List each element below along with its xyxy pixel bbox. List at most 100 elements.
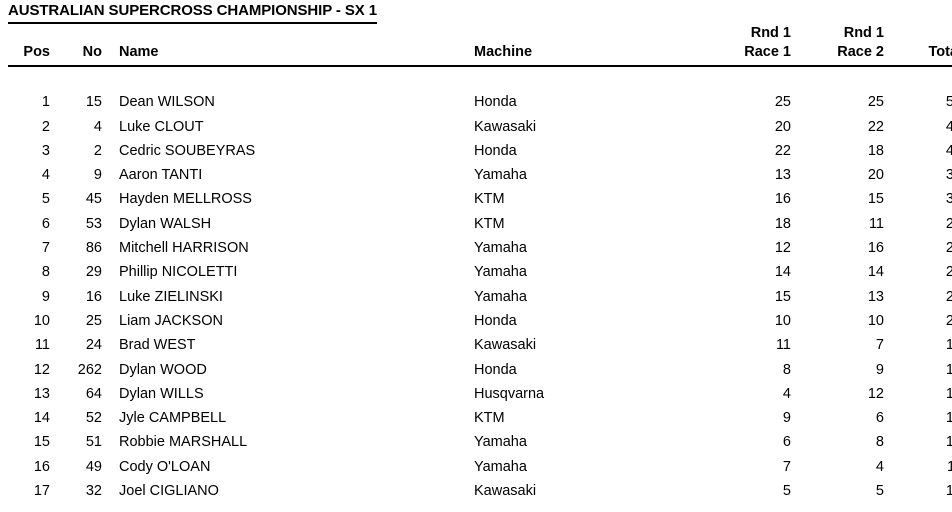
cell-race1-points: 4 bbox=[782, 385, 791, 402]
table-row: 11 24 Brad WEST Kawasaki 11 7 18 bbox=[8, 333, 952, 357]
cell-machine: Honda bbox=[474, 94, 517, 111]
cell-race1-points: 18 bbox=[774, 215, 791, 232]
cell-rider-name: Phillip NICOLETTI bbox=[119, 264, 238, 281]
cell-race2-points: 14 bbox=[867, 264, 884, 281]
column-header-race2: Rnd 1 Race 2 bbox=[791, 24, 884, 67]
cell-no: 262 bbox=[77, 361, 102, 378]
cell-rider-name: Dean WILSON bbox=[119, 94, 215, 111]
cell-pos: 10 bbox=[33, 312, 50, 329]
cell-race2-points: 9 bbox=[875, 361, 884, 378]
table-row: 10 25 Liam JACKSON Honda 10 10 20 bbox=[8, 309, 952, 333]
cell-race1-points: 10 bbox=[774, 312, 791, 329]
cell-race1-points: 7 bbox=[782, 458, 791, 475]
standings-table: Pos No Name Machine Rnd 1 Race 1 Rnd 1 R… bbox=[8, 24, 952, 503]
cell-race2-points: 12 bbox=[867, 385, 884, 402]
cell-no: 86 bbox=[85, 240, 102, 257]
cell-race2-points: 8 bbox=[875, 434, 884, 451]
table-header: Pos No Name Machine Rnd 1 Race 1 Rnd 1 R… bbox=[8, 24, 952, 67]
cell-race1-points: 25 bbox=[774, 94, 791, 111]
cell-no: 53 bbox=[85, 215, 102, 232]
cell-total-points: 10 bbox=[945, 483, 952, 500]
cell-total-points: 15 bbox=[945, 410, 952, 427]
cell-race2-points: 20 bbox=[867, 167, 884, 184]
cell-machine: Yamaha bbox=[474, 167, 527, 184]
cell-pos: 13 bbox=[33, 385, 50, 402]
column-header-pos: Pos bbox=[8, 24, 50, 67]
cell-pos: 9 bbox=[41, 288, 50, 305]
cell-no: 2 bbox=[93, 142, 102, 159]
cell-machine: Yamaha bbox=[474, 458, 527, 475]
cell-total-points: 28 bbox=[945, 264, 952, 281]
table-row: 16 49 Cody O'LOAN Yamaha 7 4 11 bbox=[8, 455, 952, 479]
cell-no: 29 bbox=[85, 264, 102, 281]
cell-no: 24 bbox=[85, 337, 102, 354]
cell-race2-points: 18 bbox=[867, 142, 884, 159]
cell-total-points: 18 bbox=[945, 337, 952, 354]
table-row: 9 16 Luke ZIELINSKI Yamaha 15 13 28 bbox=[8, 285, 952, 309]
table-row: 1 15 Dean WILSON Honda 25 25 50 bbox=[8, 90, 952, 114]
column-header-total: Total bbox=[884, 24, 952, 67]
table-row: 7 86 Mitchell HARRISON Yamaha 12 16 28 bbox=[8, 236, 952, 260]
table-row: 6 53 Dylan WALSH KTM 18 11 29 bbox=[8, 212, 952, 236]
cell-total-points: 42 bbox=[945, 118, 952, 135]
cell-machine: KTM bbox=[474, 215, 505, 232]
cell-pos: 8 bbox=[41, 264, 50, 281]
cell-machine: KTM bbox=[474, 410, 505, 427]
cell-race1-points: 15 bbox=[774, 288, 791, 305]
cell-race1-points: 9 bbox=[782, 410, 791, 427]
cell-no: 51 bbox=[85, 434, 102, 451]
column-header-race1-round: Rnd 1 bbox=[750, 25, 791, 41]
cell-machine: Kawasaki bbox=[474, 337, 537, 354]
cell-race2-points: 5 bbox=[875, 483, 884, 500]
cell-machine: Yamaha bbox=[474, 264, 527, 281]
column-header-name: Name bbox=[102, 24, 474, 67]
cell-rider-name: Joel CIGLIANO bbox=[119, 483, 219, 500]
cell-pos: 5 bbox=[41, 191, 50, 208]
cell-total-points: 28 bbox=[945, 240, 952, 257]
cell-no: 32 bbox=[85, 483, 102, 500]
column-header-race2-race: Race 2 bbox=[837, 44, 884, 60]
column-header-machine: Machine bbox=[474, 24, 698, 67]
cell-machine: Yamaha bbox=[474, 288, 527, 305]
cell-rider-name: Liam JACKSON bbox=[119, 312, 223, 329]
cell-total-points: 28 bbox=[945, 288, 952, 305]
cell-rider-name: Luke ZIELINSKI bbox=[119, 288, 223, 305]
cell-machine: Kawasaki bbox=[474, 118, 537, 135]
cell-rider-name: Jyle CAMPBELL bbox=[119, 410, 227, 427]
cell-rider-name: Cody O'LOAN bbox=[119, 458, 211, 475]
cell-pos: 16 bbox=[33, 458, 50, 475]
cell-total-points: 29 bbox=[945, 215, 952, 232]
cell-machine: Honda bbox=[474, 361, 517, 378]
cell-race2-points: 4 bbox=[875, 458, 884, 475]
cell-race2-points: 16 bbox=[867, 240, 884, 257]
cell-pos: 6 bbox=[41, 215, 50, 232]
column-header-race1: Rnd 1 Race 1 bbox=[698, 24, 791, 67]
cell-total-points: 17 bbox=[945, 361, 952, 378]
cell-race1-points: 14 bbox=[774, 264, 791, 281]
cell-total-points: 16 bbox=[945, 385, 952, 402]
table-row: 2 4 Luke CLOUT Kawasaki 20 22 42 bbox=[8, 115, 952, 139]
cell-no: 15 bbox=[85, 94, 102, 111]
cell-machine: Yamaha bbox=[474, 434, 527, 451]
table-row: 13 64 Dylan WILLS Husqvarna 4 12 16 bbox=[8, 382, 952, 406]
cell-rider-name: Mitchell HARRISON bbox=[119, 240, 249, 257]
column-header-race1-race: Race 1 bbox=[744, 44, 791, 60]
cell-race1-points: 12 bbox=[774, 240, 791, 257]
table-row: 8 29 Phillip NICOLETTI Yamaha 14 14 28 bbox=[8, 260, 952, 284]
column-header-race2-round: Rnd 1 bbox=[843, 25, 884, 41]
cell-no: 25 bbox=[85, 312, 102, 329]
cell-machine: Honda bbox=[474, 312, 517, 329]
column-header-no: No bbox=[50, 24, 102, 67]
cell-machine: Honda bbox=[474, 142, 517, 159]
cell-race1-points: 20 bbox=[774, 118, 791, 135]
cell-race2-points: 15 bbox=[867, 191, 884, 208]
table-row: 15 51 Robbie MARSHALL Yamaha 6 8 14 bbox=[8, 430, 952, 454]
cell-no: 9 bbox=[93, 167, 102, 184]
cell-race2-points: 11 bbox=[868, 215, 884, 232]
cell-pos: 7 bbox=[41, 240, 50, 257]
page-title: AUSTRALIAN SUPERCROSS CHAMPIONSHIP - SX … bbox=[8, 2, 377, 24]
cell-rider-name: Dylan WILLS bbox=[119, 385, 204, 402]
cell-race2-points: 22 bbox=[867, 118, 884, 135]
cell-no: 16 bbox=[85, 288, 102, 305]
